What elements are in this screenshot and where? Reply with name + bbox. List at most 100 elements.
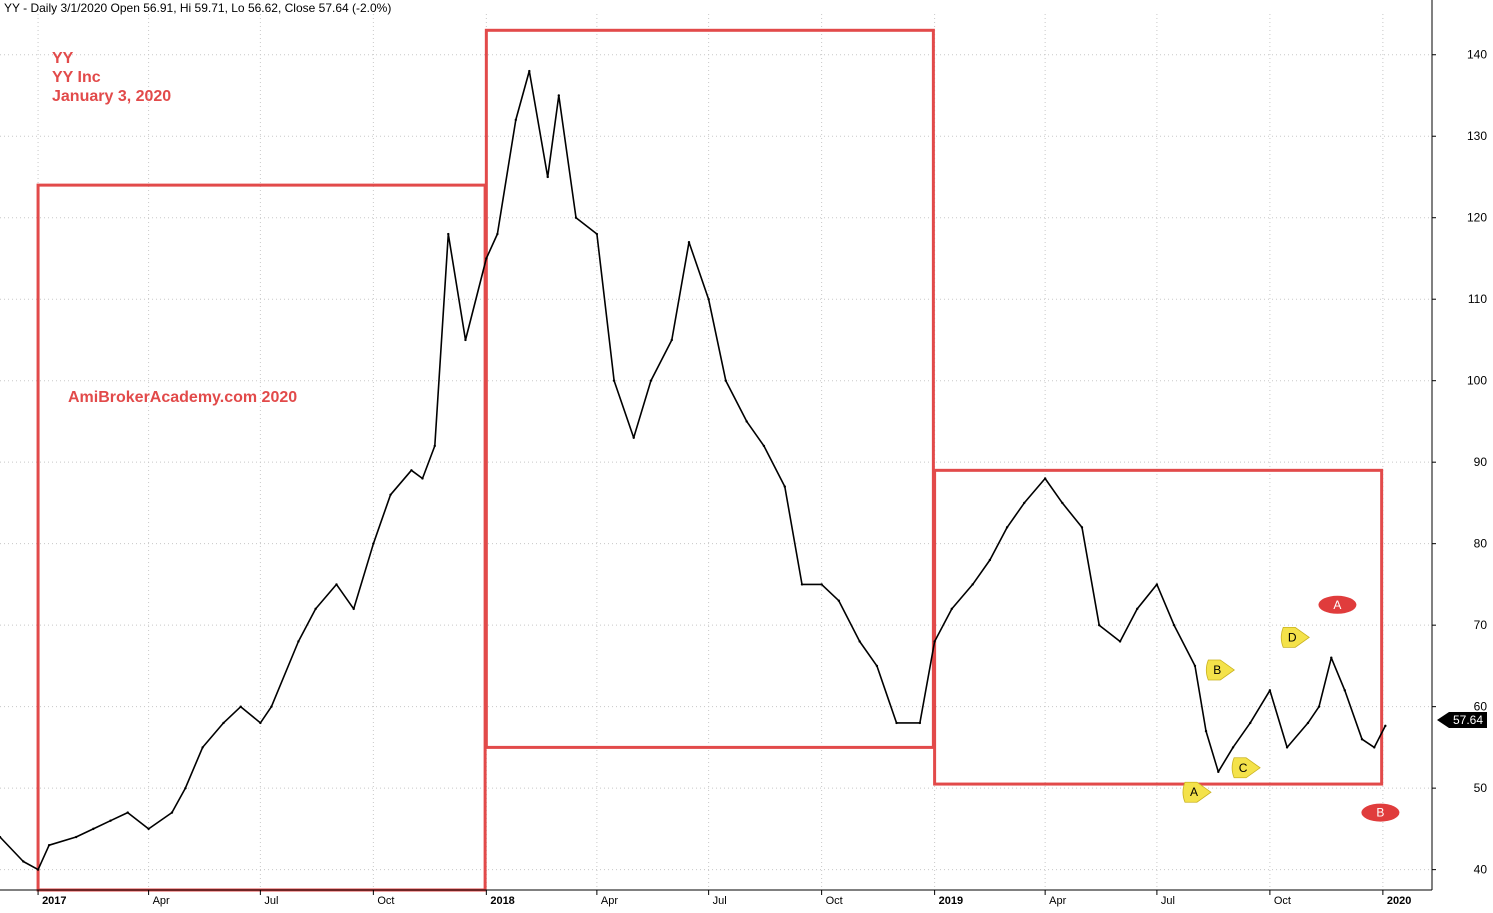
price-point xyxy=(74,835,78,839)
annotation-marker xyxy=(1361,803,1400,822)
price-series xyxy=(0,69,1387,871)
price-point xyxy=(632,436,635,439)
price-point xyxy=(595,232,599,236)
price-point xyxy=(421,477,424,480)
price-point xyxy=(762,444,766,448)
watermark-date: January 3, 2020 xyxy=(52,88,172,105)
y-tick-label: 130 xyxy=(1467,129,1487,143)
x-tick-label: Oct xyxy=(1274,895,1291,907)
price-point xyxy=(687,240,691,244)
price-point xyxy=(1172,623,1176,627)
annotation-label: B xyxy=(1376,806,1384,820)
price-point xyxy=(933,640,936,643)
price-point xyxy=(1249,721,1252,725)
y-tick-label: 80 xyxy=(1474,537,1488,551)
price-point xyxy=(1285,746,1289,749)
x-tick-label: 2020 xyxy=(1387,895,1411,907)
y-tick-label: 90 xyxy=(1474,455,1488,469)
price-point xyxy=(314,607,317,611)
price-point xyxy=(1097,623,1101,627)
price-point xyxy=(800,583,804,586)
price-point xyxy=(1080,526,1084,529)
last-price-label: 57.64 xyxy=(1437,712,1488,728)
price-point xyxy=(670,338,673,342)
price-point xyxy=(1360,738,1364,741)
price-point xyxy=(1217,770,1220,774)
annotation-marker xyxy=(1205,659,1235,681)
x-tick-label: Jul xyxy=(1161,895,1175,907)
price-point xyxy=(184,786,187,790)
x-tick-label: 2019 xyxy=(939,895,963,907)
price-point xyxy=(745,420,748,423)
price-point xyxy=(557,94,560,97)
price-point xyxy=(837,599,841,602)
price-point xyxy=(297,640,300,643)
price-line xyxy=(0,70,1387,871)
price-point xyxy=(1231,746,1235,749)
annotation-marker xyxy=(1182,781,1212,803)
price-point xyxy=(918,721,922,725)
price-point xyxy=(971,583,974,586)
x-tick-label: 2017 xyxy=(42,895,66,907)
price-point xyxy=(496,232,499,236)
watermark-ticker: YY xyxy=(52,50,74,67)
x-tick-label: Oct xyxy=(826,895,843,907)
grid-lines xyxy=(0,14,1432,890)
price-point xyxy=(1023,501,1026,505)
x-tick-label: Apr xyxy=(1049,895,1066,907)
price-point xyxy=(1306,721,1310,725)
annotation-marker xyxy=(1280,626,1310,648)
y-tick-label: 120 xyxy=(1467,211,1487,225)
price-point xyxy=(1005,526,1009,529)
y-tick-label: 60 xyxy=(1474,700,1488,714)
watermark-company: YY Inc xyxy=(52,69,101,86)
price-point xyxy=(1193,664,1197,668)
x-tick-label: Jul xyxy=(264,895,278,907)
price-point xyxy=(724,379,728,382)
price-point xyxy=(222,721,225,725)
price-point xyxy=(820,583,823,586)
price-point xyxy=(433,444,436,448)
x-tick-label: 2018 xyxy=(490,895,514,907)
price-point xyxy=(126,811,129,814)
range-box xyxy=(484,28,935,749)
price-point xyxy=(22,860,25,863)
range-box xyxy=(933,468,1384,786)
price-point xyxy=(1384,724,1387,728)
y-tick-label: 110 xyxy=(1468,292,1487,306)
annotation-label: A xyxy=(1190,785,1198,799)
y-tick-label: 100 xyxy=(1467,374,1487,388)
y-tick-label: 70 xyxy=(1474,618,1488,632)
annotation-label: A xyxy=(1333,598,1341,612)
price-point xyxy=(147,827,150,831)
price-point xyxy=(201,746,204,749)
price-point xyxy=(372,542,375,545)
price-point xyxy=(988,558,992,562)
price-point xyxy=(485,257,488,260)
price-point xyxy=(447,232,450,236)
price-point xyxy=(109,819,112,822)
price-point xyxy=(612,379,616,382)
annotation-label: C xyxy=(1239,761,1248,775)
price-point xyxy=(335,583,338,586)
price-point xyxy=(170,811,174,814)
price-point xyxy=(574,216,578,219)
price-point xyxy=(352,607,355,611)
price-point xyxy=(875,664,879,668)
y-tick-label: 40 xyxy=(1474,863,1488,877)
price-point xyxy=(858,640,861,643)
y-tick-label: 140 xyxy=(1467,48,1487,62)
price-point xyxy=(1373,746,1376,749)
price-point xyxy=(239,705,242,708)
chart-header: YY - Daily 3/1/2020 Open 56.91, Hi 59.71… xyxy=(4,1,392,15)
price-point xyxy=(1061,501,1064,505)
price-point xyxy=(1204,729,1208,733)
price-point xyxy=(1118,640,1122,643)
x-tick-label: Oct xyxy=(377,895,394,907)
x-tick-label: Apr xyxy=(601,895,618,907)
price-point xyxy=(514,118,518,122)
annotation-marker xyxy=(1231,757,1261,779)
price-point xyxy=(389,493,392,496)
